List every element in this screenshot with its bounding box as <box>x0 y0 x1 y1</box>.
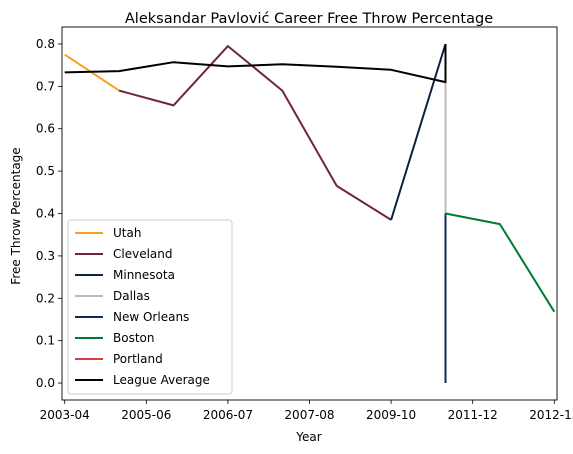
legend-label-minnesota: Minnesota <box>113 268 175 282</box>
plot-lines <box>64 43 556 383</box>
legend-label-utah: Utah <box>113 226 141 240</box>
x-tick-label: 2009-10 <box>366 408 416 422</box>
series-line-cleveland <box>118 45 392 221</box>
legend-box <box>67 219 233 395</box>
legend: Utah Cleveland Minnesota Dallas New Orleans B… <box>67 219 233 395</box>
legend-label-league-average: League Average <box>113 373 210 387</box>
x-tick-label: 2011-12 <box>448 408 498 422</box>
y-tick-label: 0.5 <box>36 164 55 178</box>
y-tick-label: 0.8 <box>36 37 55 51</box>
x-tick-label: 2003-04 <box>40 408 90 422</box>
y-tick-label: 0.3 <box>36 249 55 263</box>
legend-label-boston: Boston <box>113 331 154 345</box>
y-tick-label: 0.1 <box>36 334 55 348</box>
x-tick-label: 2012-13 <box>529 408 573 422</box>
x-axis-label: Year <box>295 430 321 444</box>
legend-label-cleveland: Cleveland <box>113 247 173 261</box>
y-tick-label: 0.2 <box>36 291 55 305</box>
x-tick-label: 2005-06 <box>121 408 171 422</box>
legend-label-new-orleans: New Orleans <box>113 310 189 324</box>
y-tick-label: 0.0 <box>36 376 55 390</box>
series-line-boston <box>445 212 556 313</box>
y-tick-label: 0.4 <box>36 207 55 221</box>
y-tick-label: 0.7 <box>36 79 55 93</box>
x-tick-label: 2006-07 <box>203 408 253 422</box>
y-tick-label: 0.6 <box>36 122 55 136</box>
x-tick-label: 2007-08 <box>284 408 334 422</box>
legend-label-dallas: Dallas <box>113 289 150 303</box>
legend-label-portland: Portland <box>113 352 163 366</box>
series-line-minnesota <box>390 43 447 221</box>
y-axis-label: Free Throw Percentage <box>9 147 23 284</box>
chart-title: Aleksandar Pavlović Career Free Throw Pe… <box>125 11 493 27</box>
x-axis-ticks: 2003-04 2005-06 2006-07 2007-08 2009-10 2011-… <box>40 400 573 422</box>
series-line-league-average <box>64 44 447 84</box>
y-axis-ticks: 0.0 0.1 0.2 0.3 0.4 0.5 0.6 0.7 0.8 <box>36 37 62 390</box>
